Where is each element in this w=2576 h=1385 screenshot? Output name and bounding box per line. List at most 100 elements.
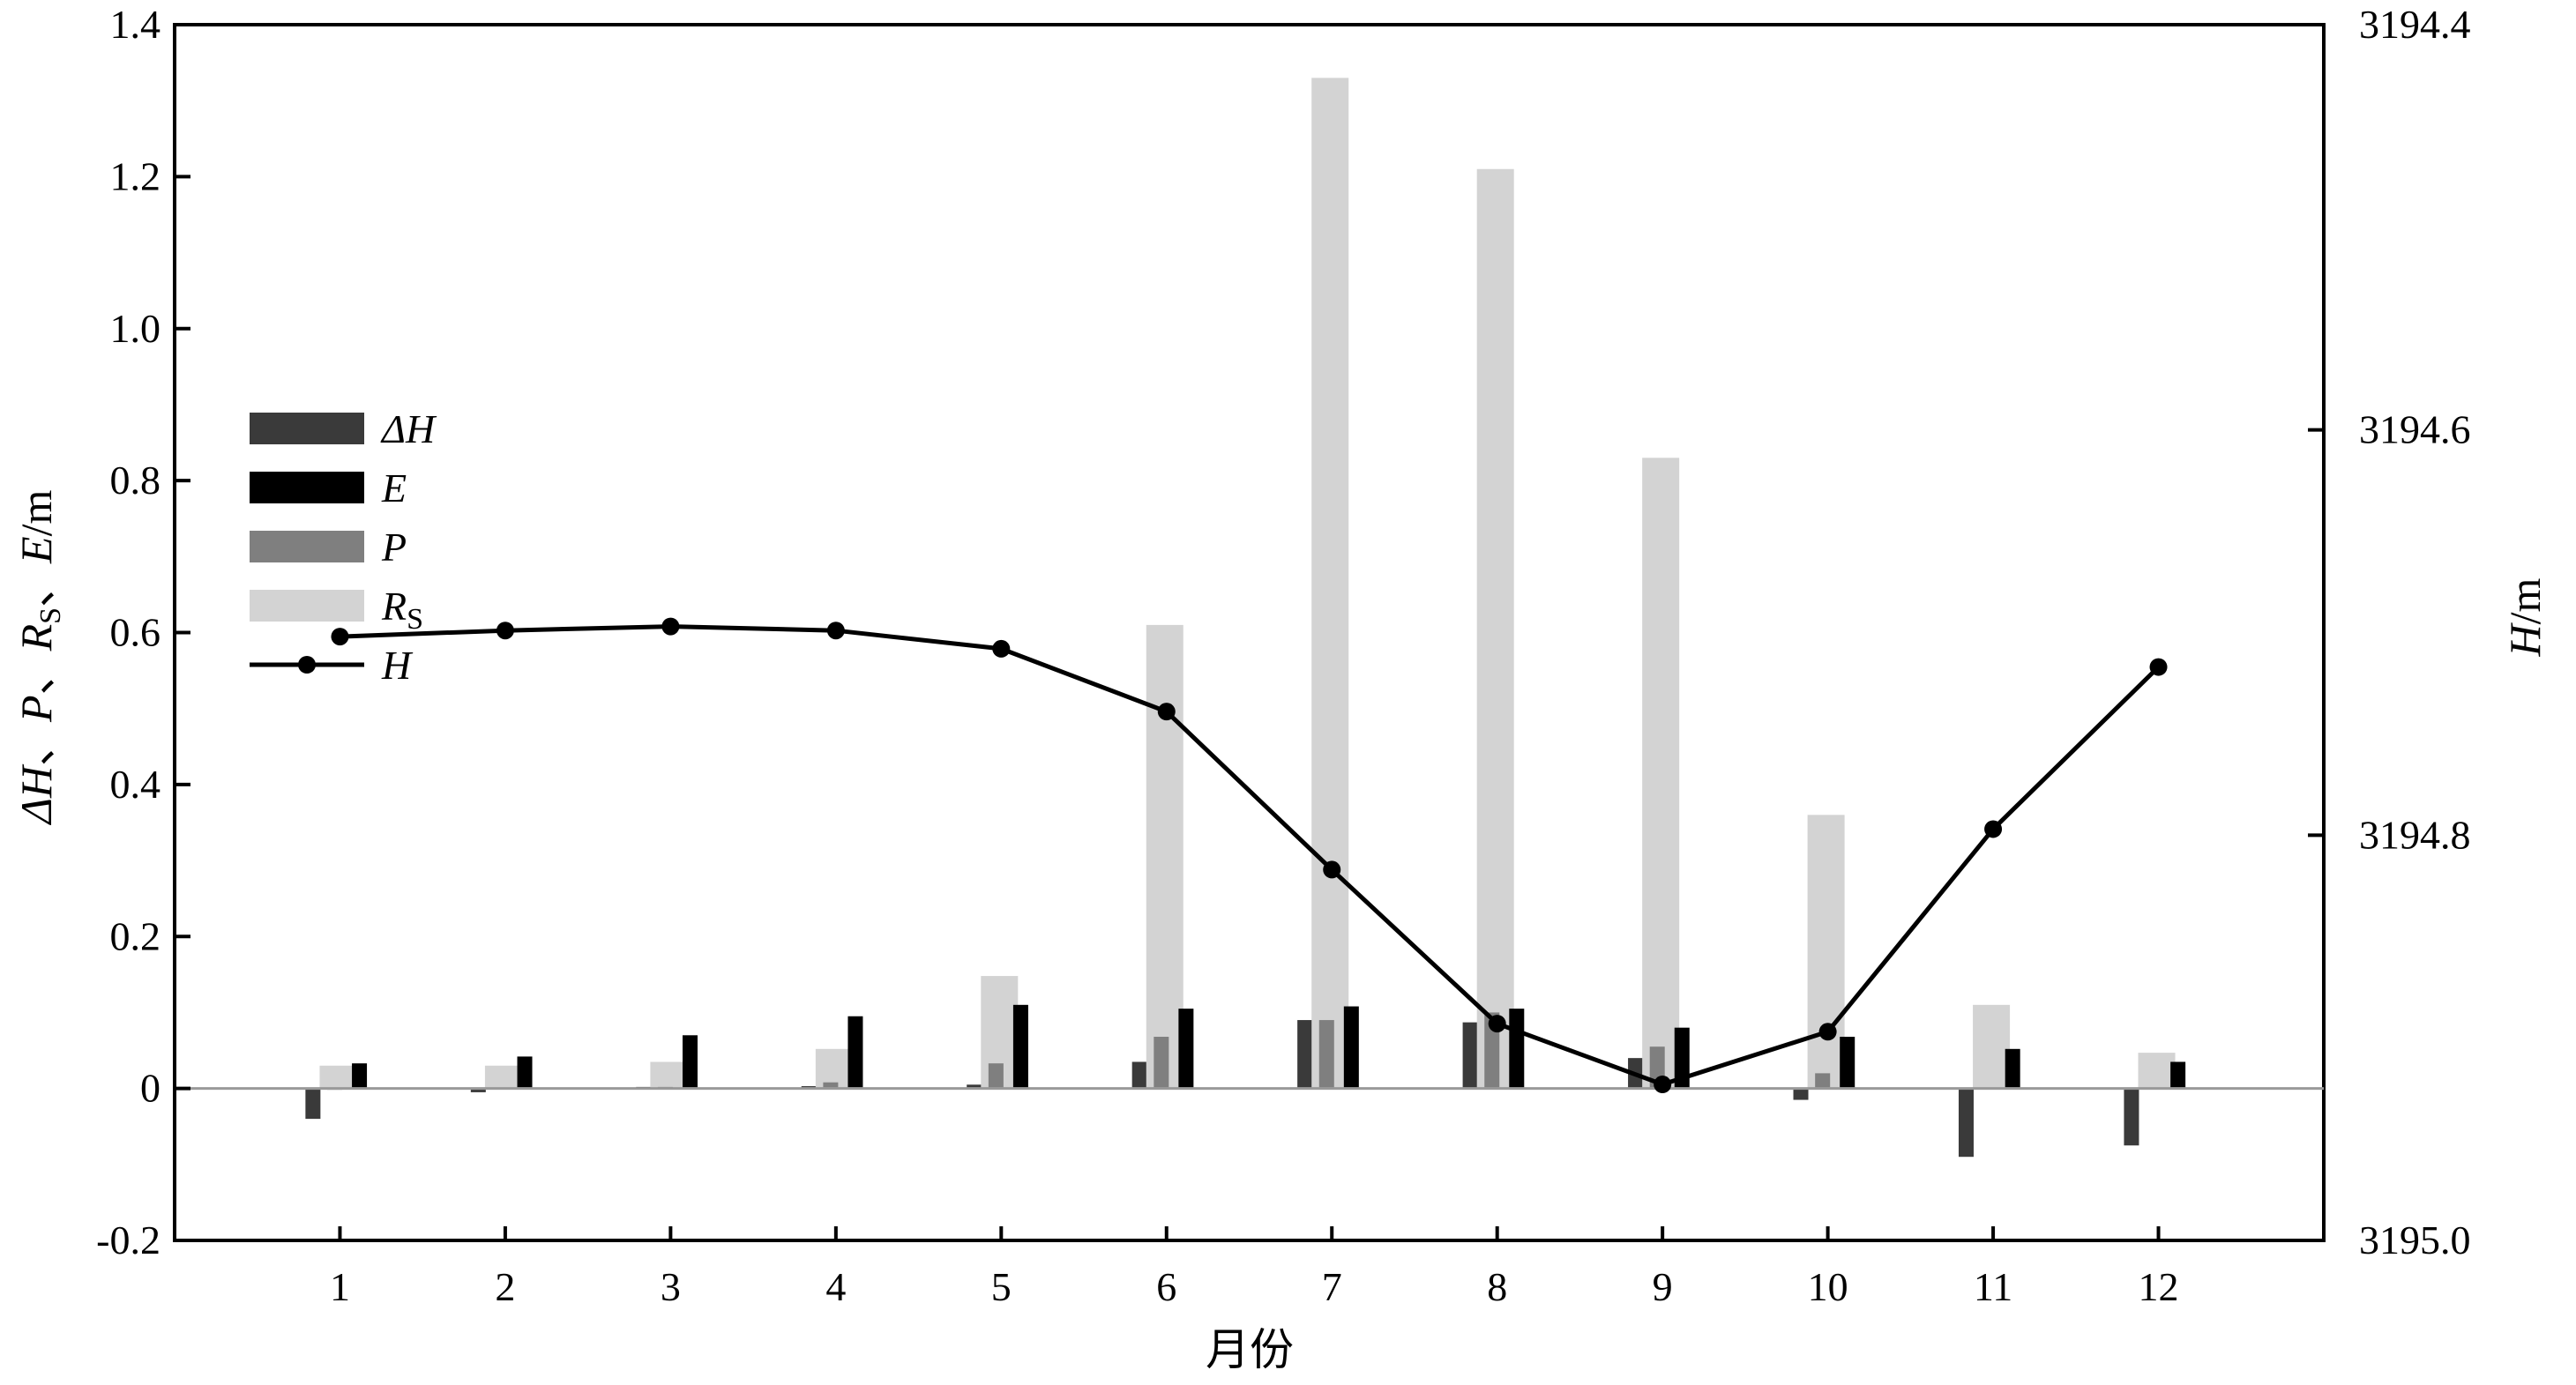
bar-p: [1815, 1073, 1831, 1089]
bar-rs: [1973, 1004, 2011, 1089]
legend-swatch: [250, 413, 364, 444]
right-axis-title-part: H: [2500, 622, 2550, 657]
h-marker: [2149, 658, 2168, 676]
bar-rs: [1146, 624, 1183, 1089]
bar-e: [517, 1056, 533, 1089]
x-tick-label: 10: [1808, 1264, 1848, 1309]
bar-rs: [2138, 1053, 2176, 1089]
h-marker: [1654, 1076, 1672, 1094]
x-tick-label: 4: [825, 1264, 846, 1309]
h-marker: [496, 622, 514, 640]
left-tick-label: 0.6: [110, 610, 161, 655]
bar-delta-h: [967, 1084, 982, 1089]
bar-e: [2170, 1061, 2186, 1089]
legend-label: H: [381, 643, 414, 688]
x-tick-label: 12: [2139, 1264, 2179, 1309]
x-axis-ticks: 1 2 3 4 5 6 7 8 9 10 11 12: [330, 1226, 2179, 1309]
y-axis-title-part: 、: [11, 722, 61, 766]
x-axis-title: 月份: [1206, 1325, 1294, 1374]
x-tick-label: 8: [1487, 1264, 1507, 1309]
h-marker: [661, 617, 680, 636]
x-tick-label: 7: [1322, 1264, 1342, 1309]
x-tick-label: 11: [1974, 1264, 2012, 1309]
y-axis-title-part: P: [11, 695, 61, 723]
bar-delta-h: [1958, 1088, 1974, 1158]
legend-swatch: [250, 531, 364, 562]
bar-delta-h: [2124, 1088, 2139, 1146]
right-axis-title-part: /m: [2500, 577, 2550, 624]
bar-rs: [1476, 168, 1514, 1089]
right-tick-label: 3195.0: [2359, 1217, 2471, 1262]
bar-rs: [1311, 78, 1349, 1089]
x-tick-label: 1: [330, 1264, 350, 1309]
bar-e: [847, 1016, 863, 1089]
bar-p: [823, 1082, 839, 1089]
legend-label: E: [381, 465, 407, 510]
bars: [305, 78, 2186, 1158]
y-axis-title: ΔH、P、RS、E/m: [11, 489, 67, 825]
left-tick-label: 1.4: [110, 2, 161, 47]
h-marker: [1157, 703, 1176, 721]
left-tick-label: -0.2: [96, 1217, 161, 1262]
h-marker: [1818, 1023, 1837, 1041]
h-line-layer: [331, 617, 2168, 1094]
bar-e: [352, 1063, 368, 1089]
bar-delta-h: [1793, 1088, 1809, 1100]
bar-e: [1343, 1006, 1359, 1089]
y-axis-title-part: R: [11, 624, 61, 652]
bar-rs: [319, 1065, 357, 1089]
y-axis-title-subscript: S: [34, 607, 67, 624]
bar-p: [988, 1063, 1004, 1089]
bar-p: [1318, 1020, 1334, 1089]
bar-p: [1154, 1037, 1169, 1089]
left-axis-ticks: -0.2 0 0.2 0.4 0.6 0.8 1.0 1.2 1.4: [96, 2, 190, 1262]
y-axis-title-part: 、: [11, 563, 61, 607]
bar-delta-h: [1297, 1020, 1313, 1089]
x-tick-label: 3: [661, 1264, 681, 1309]
bar-e: [1674, 1027, 1690, 1089]
legend-label: P: [381, 525, 407, 570]
y-axis-title-part: E: [11, 536, 61, 564]
bar-e: [1840, 1037, 1855, 1089]
x-tick-label: 6: [1156, 1264, 1176, 1309]
bar-rs: [1642, 458, 1680, 1089]
bar-rs: [815, 1048, 853, 1089]
left-tick-label: 0.4: [110, 762, 161, 807]
legend-label: ΔH: [380, 406, 437, 451]
left-tick-label: 0: [140, 1066, 161, 1111]
bar-rs: [1807, 815, 1845, 1089]
x-tick-label: 5: [991, 1264, 1012, 1309]
bar-rs: [650, 1061, 688, 1089]
left-tick-label: 0.8: [110, 458, 161, 503]
left-tick-label: 1.0: [110, 306, 161, 351]
right-tick-label: 3194.8: [2359, 812, 2471, 857]
bar-e: [1012, 1004, 1028, 1089]
h-line: [340, 624, 2161, 1087]
x-tick-label: 2: [495, 1264, 515, 1309]
h-marker: [992, 639, 1011, 658]
bar-e: [2005, 1048, 2020, 1089]
left-tick-label: 1.2: [110, 153, 161, 198]
h-marker: [1488, 1015, 1506, 1033]
bar-rs: [484, 1065, 522, 1089]
bar-e: [682, 1035, 698, 1089]
h-marker: [331, 628, 349, 646]
legend: ΔH EP RS H: [250, 406, 437, 688]
left-tick-label: 0.2: [110, 913, 161, 958]
right-axis-title: H/m: [2500, 577, 2550, 657]
bar-e: [1509, 1009, 1525, 1089]
h-marker: [1984, 820, 2003, 838]
h-marker: [826, 622, 845, 640]
y-axis-title-part: ΔH: [11, 763, 61, 825]
bar-delta-h: [305, 1088, 321, 1120]
right-axis-ticks: 3195.0 3194.8 3194.6 3194.4: [2308, 2, 2471, 1262]
y-axis-title-part: 、: [11, 651, 61, 695]
right-tick-label: 3194.6: [2359, 407, 2471, 452]
right-tick-label: 3194.4: [2359, 2, 2471, 47]
bar-delta-h: [470, 1088, 486, 1092]
h-marker: [1323, 860, 1341, 879]
legend-label: RS: [381, 584, 423, 636]
bar-e: [1178, 1009, 1194, 1089]
legend-swatch: [250, 590, 364, 622]
